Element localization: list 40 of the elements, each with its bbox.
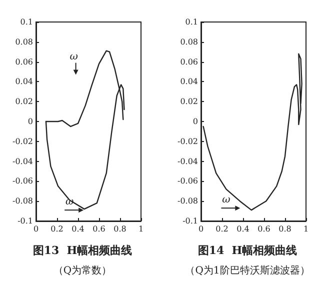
x-tick-label: 0.4 bbox=[72, 224, 84, 234]
x-tick-label: 0.6 bbox=[258, 224, 270, 234]
y-tick-label: 0.08 bbox=[180, 37, 198, 46]
x-tick-label: 0.2 bbox=[50, 224, 64, 234]
y-tick-label: 0 bbox=[28, 117, 33, 126]
y-tick-label: 0.1 bbox=[20, 18, 33, 26]
y-tick-label: 0.02 bbox=[15, 97, 33, 106]
x-tick-label: 0.8 bbox=[278, 224, 292, 234]
y-tick-label: 0.06 bbox=[180, 57, 198, 66]
y-tick-label: 0.02 bbox=[180, 97, 198, 106]
y-tick-label: -0.06 bbox=[177, 176, 198, 186]
annotation: ω bbox=[222, 194, 230, 206]
x-tick-label: 0 bbox=[198, 224, 204, 234]
text: 图14 H幅相频曲线 bbox=[198, 244, 298, 257]
y-tick-label: -0.1 bbox=[182, 216, 198, 226]
x-tick-label: 1 bbox=[303, 224, 309, 234]
x-tick-label: 0 bbox=[33, 224, 39, 234]
y-tick-label: 0.06 bbox=[15, 57, 33, 66]
y-tick-label: -0.02 bbox=[12, 136, 33, 146]
y-tick-label: -0.04 bbox=[12, 156, 33, 166]
y-tick-label: -0.1 bbox=[18, 216, 33, 226]
y-tick-label: -0.06 bbox=[12, 176, 33, 186]
y-tick-label: 0 bbox=[192, 117, 198, 126]
x-tick-label: 0.6 bbox=[92, 224, 106, 234]
text: （Q为1阶巴特沃斯滤波器） bbox=[185, 264, 310, 276]
y-tick-label: 0.04 bbox=[180, 77, 198, 86]
x-tick-label: 1 bbox=[138, 224, 144, 234]
x-tick-label: 0.2 bbox=[216, 224, 228, 234]
y-tick-label: 0.04 bbox=[15, 77, 33, 86]
text: 图13 H幅相频曲线 bbox=[32, 244, 132, 257]
y-tick-label: -0.08 bbox=[12, 196, 33, 206]
x-tick-label: 0.4 bbox=[236, 224, 250, 234]
annotation: ω bbox=[70, 51, 78, 62]
y-tick-label: -0.04 bbox=[177, 156, 198, 166]
y-tick-label: 0.08 bbox=[15, 37, 33, 46]
y-tick-label: -0.08 bbox=[177, 196, 198, 206]
x-tick-label: 0.8 bbox=[114, 224, 126, 234]
y-tick-label: 0.1 bbox=[185, 18, 198, 26]
y-tick-label: -0.02 bbox=[177, 136, 198, 146]
text: （Q为常数） bbox=[53, 264, 112, 276]
